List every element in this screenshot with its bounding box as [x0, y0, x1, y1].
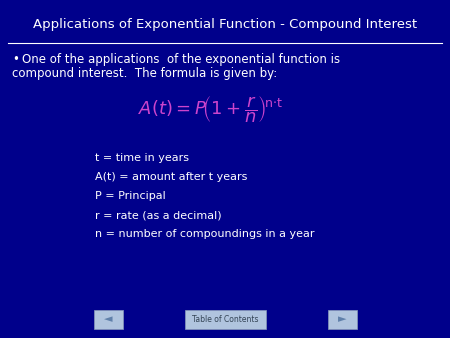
FancyBboxPatch shape [184, 310, 266, 329]
Text: r = rate (as a decimal): r = rate (as a decimal) [95, 210, 221, 220]
FancyBboxPatch shape [328, 310, 356, 329]
FancyBboxPatch shape [94, 310, 122, 329]
Text: ◄: ◄ [104, 314, 112, 324]
Text: $A(t) = P\!\left(1+\dfrac{r}{n}\right)^{\!\mathrm{n{\cdot}t}}$: $A(t) = P\!\left(1+\dfrac{r}{n}\right)^{… [138, 95, 283, 125]
Text: P = Principal: P = Principal [95, 191, 166, 201]
Text: t = time in years: t = time in years [95, 153, 189, 163]
Text: compound interest.  The formula is given by:: compound interest. The formula is given … [12, 67, 277, 80]
Text: A(t) = amount after t years: A(t) = amount after t years [95, 172, 248, 182]
Text: n = number of compoundings in a year: n = number of compoundings in a year [95, 229, 315, 239]
Text: •: • [12, 53, 19, 66]
Text: Table of Contents: Table of Contents [192, 314, 258, 323]
Text: Applications of Exponential Function - Compound Interest: Applications of Exponential Function - C… [33, 18, 417, 31]
Text: One of the applications  of the exponential function is: One of the applications of the exponenti… [22, 53, 340, 66]
Text: ►: ► [338, 314, 346, 324]
